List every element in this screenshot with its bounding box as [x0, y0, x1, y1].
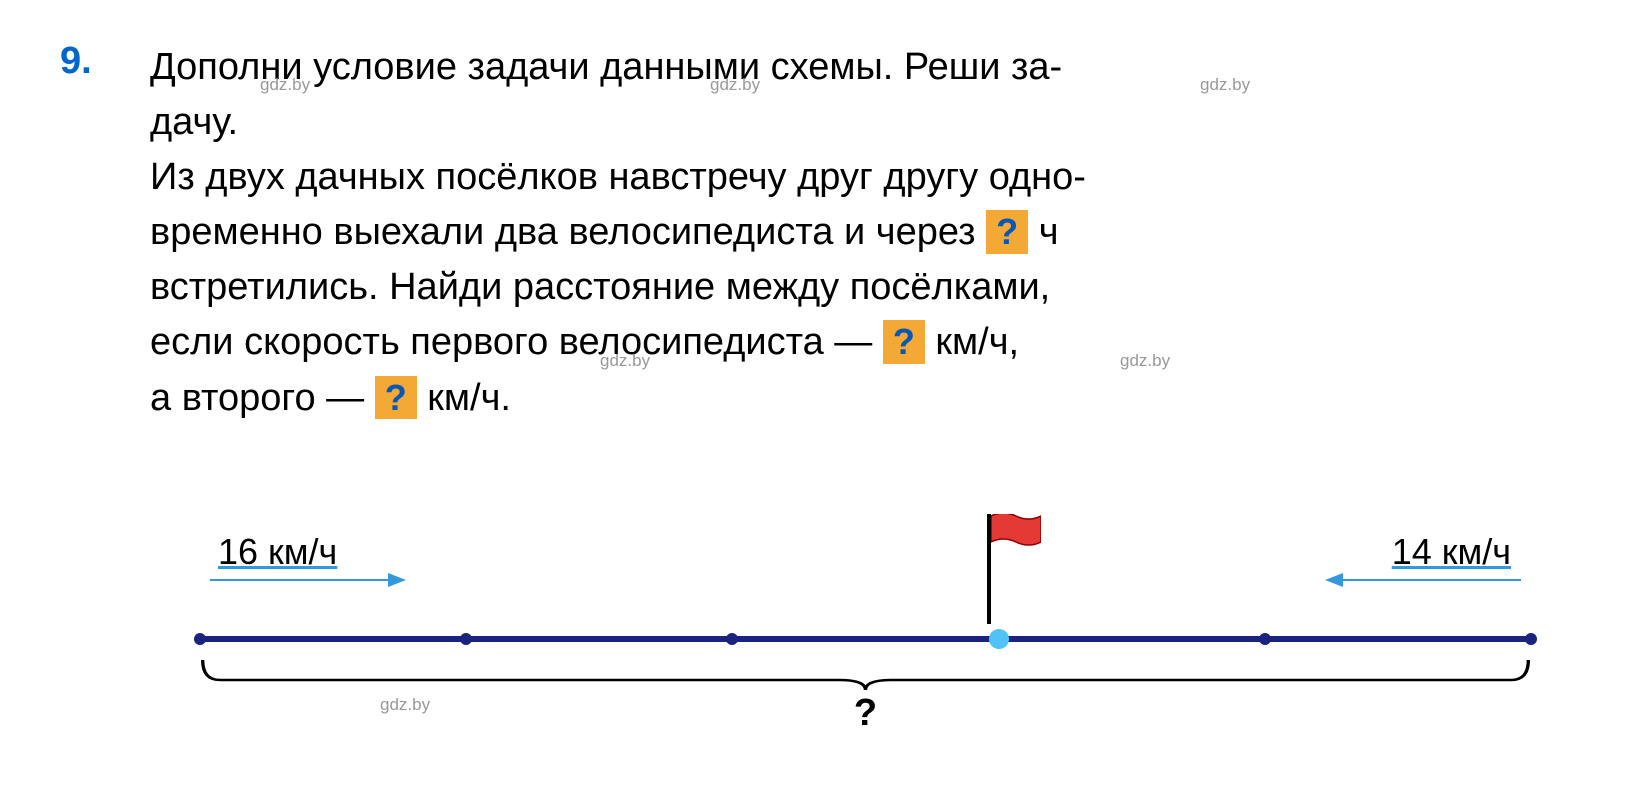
question-distance: ?: [854, 686, 877, 741]
watermark-icon: gdz.by: [600, 349, 650, 374]
body-line5: а второго — ? км/ч.: [150, 371, 1581, 426]
arrow-right: [1341, 579, 1521, 581]
tick-start: [194, 633, 206, 645]
problem-content: Дополни условие задачи данными схемы. Ре…: [150, 40, 1581, 756]
watermark-icon: gdz.by: [710, 73, 760, 98]
tick-end: [1525, 633, 1537, 645]
watermark-icon: gdz.by: [1200, 73, 1250, 98]
flag-icon: [991, 514, 1041, 570]
speed-label-right: 14 км/ч: [1392, 526, 1511, 578]
watermark-icon: gdz.by: [260, 73, 310, 98]
problem-number: 9.: [60, 40, 110, 83]
watermark-icon: gdz.by: [380, 695, 430, 714]
question-blank-speed1: ?: [883, 320, 925, 364]
body-line4: если скорость первого велосипедиста — ? …: [150, 315, 1581, 370]
body-line2: временно выехали два велосипедиста и чер…: [150, 205, 1581, 260]
body-text-5: а второго —: [150, 377, 375, 419]
problem-container: 9. Дополни условие задачи данными схемы.…: [60, 40, 1581, 756]
tick: [460, 633, 472, 645]
body-text-1: Из двух дачных посёлков навстречу друг д…: [150, 156, 1086, 198]
intro-line1: Дополни условие задачи данными схемы. Ре…: [150, 40, 1581, 95]
arrow-head-left-icon: [1325, 573, 1343, 587]
tick: [1259, 633, 1271, 645]
number-line: [200, 636, 1531, 642]
intro-line2: дачу.: [150, 95, 1581, 150]
body-text-5-unit: км/ч.: [417, 377, 511, 419]
speed-label-left: 16 км/ч: [218, 526, 337, 578]
motion-diagram: 16 км/ч 14 км/ч: [150, 476, 1581, 756]
watermark-icon: gdz.by: [1120, 349, 1170, 374]
body-line1: Из двух дачных посёлков навстречу друг д…: [150, 150, 1581, 205]
tick: [726, 633, 738, 645]
meeting-point: [989, 629, 1009, 649]
body-line3: встретились. Найди расстояние между посё…: [150, 260, 1581, 315]
intro-text-2: дачу.: [150, 101, 238, 143]
question-blank-speed2: ?: [375, 376, 417, 420]
arrow-head-right-icon: [388, 573, 406, 587]
body-text-4: если скорость первого велосипедиста —: [150, 321, 883, 363]
body-text-3: встретились. Найди расстояние между посё…: [150, 266, 1050, 308]
body-text-4-unit: км/ч,: [925, 321, 1019, 363]
arrow-left: [210, 579, 390, 581]
question-blank-time: ?: [986, 210, 1028, 254]
body-text-2: временно выехали два велосипедиста и чер…: [150, 211, 986, 253]
body-text-2-unit: ч: [1028, 211, 1058, 253]
